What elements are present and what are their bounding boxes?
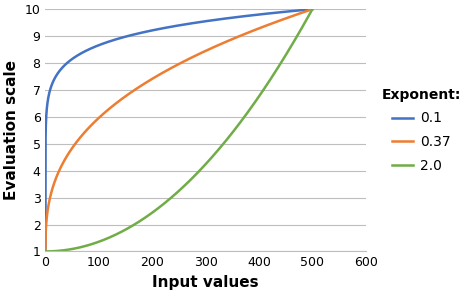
0.1 [165, 26, 171, 29]
2.0 [165, 198, 171, 202]
2.0 [43, 250, 49, 253]
0.37 [302, 10, 308, 14]
0.1 [43, 250, 49, 253]
Y-axis label: Evaluation scale: Evaluation scale [4, 60, 19, 200]
0.1 [302, 8, 308, 12]
Legend: 0.1, 0.37, 2.0: 0.1, 0.37, 2.0 [376, 82, 466, 178]
2.0 [56, 249, 62, 253]
2.0 [301, 21, 307, 25]
0.37 [301, 10, 307, 14]
X-axis label: Input values: Input values [152, 275, 259, 290]
0.37 [172, 64, 178, 68]
0.37 [43, 250, 49, 253]
0.1 [301, 8, 307, 12]
2.0 [302, 21, 308, 25]
2.0 [253, 99, 259, 103]
Line: 2.0: 2.0 [46, 9, 312, 251]
2.0 [172, 192, 178, 196]
0.37 [56, 169, 62, 173]
0.37 [253, 28, 259, 31]
2.0 [309, 7, 315, 11]
0.37 [309, 7, 315, 11]
Line: 0.1: 0.1 [46, 9, 312, 251]
Line: 0.37: 0.37 [46, 9, 312, 251]
0.37 [165, 68, 171, 71]
0.1 [172, 24, 178, 28]
0.1 [253, 13, 259, 17]
0.1 [309, 7, 315, 11]
0.1 [56, 70, 62, 73]
